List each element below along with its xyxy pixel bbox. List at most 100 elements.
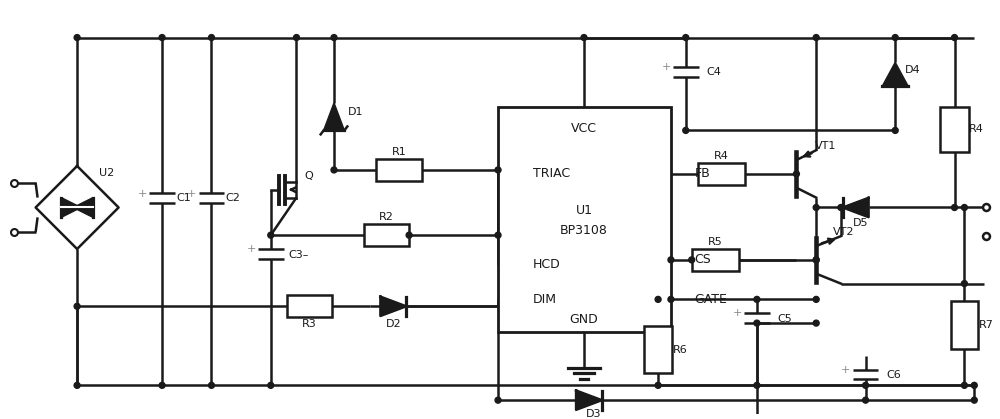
Circle shape <box>952 35 957 41</box>
Text: +: + <box>246 244 256 254</box>
Bar <box>698 163 745 185</box>
Polygon shape <box>36 166 119 249</box>
Circle shape <box>813 296 819 303</box>
Circle shape <box>159 383 165 388</box>
Circle shape <box>74 35 80 41</box>
Circle shape <box>209 35 214 41</box>
Circle shape <box>813 35 819 41</box>
Text: HCD: HCD <box>533 258 560 271</box>
Circle shape <box>754 383 760 388</box>
Polygon shape <box>843 198 869 217</box>
Circle shape <box>406 232 412 238</box>
Bar <box>287 295 332 317</box>
Circle shape <box>961 281 967 287</box>
Polygon shape <box>61 198 81 217</box>
Polygon shape <box>324 103 344 130</box>
Circle shape <box>971 383 977 388</box>
Bar <box>498 107 671 332</box>
Circle shape <box>268 383 274 388</box>
Polygon shape <box>576 391 602 410</box>
Circle shape <box>793 171 799 177</box>
Bar <box>376 159 422 181</box>
Text: U2: U2 <box>99 168 114 178</box>
Circle shape <box>74 303 80 309</box>
Text: R3: R3 <box>302 319 317 329</box>
Circle shape <box>838 204 844 210</box>
Text: +: + <box>841 365 851 375</box>
Text: FB: FB <box>695 168 710 181</box>
Text: +: + <box>732 308 742 318</box>
Text: D2: D2 <box>385 319 401 329</box>
Text: GATE: GATE <box>695 293 728 306</box>
Text: C1: C1 <box>176 193 191 203</box>
Text: TRIAC: TRIAC <box>533 168 570 181</box>
Text: R2: R2 <box>379 212 394 222</box>
Text: Q: Q <box>304 171 313 181</box>
Text: D4: D4 <box>905 65 921 75</box>
Text: D3: D3 <box>586 409 602 419</box>
Bar <box>692 249 739 271</box>
Text: DIM: DIM <box>533 293 557 306</box>
Circle shape <box>655 383 661 388</box>
Circle shape <box>754 296 760 303</box>
Circle shape <box>863 397 869 403</box>
Text: R4: R4 <box>969 124 984 134</box>
Text: C4: C4 <box>706 67 721 77</box>
Circle shape <box>813 257 819 263</box>
Bar <box>644 326 672 373</box>
Bar <box>364 224 409 246</box>
Circle shape <box>952 204 957 210</box>
Circle shape <box>668 257 674 263</box>
Bar <box>940 107 969 152</box>
Circle shape <box>892 127 898 133</box>
Text: R6: R6 <box>672 345 687 355</box>
Text: VCC: VCC <box>571 122 597 135</box>
Circle shape <box>863 383 869 388</box>
Circle shape <box>971 397 977 403</box>
Circle shape <box>495 397 501 403</box>
Circle shape <box>689 257 695 263</box>
Circle shape <box>268 232 274 238</box>
Circle shape <box>581 35 587 41</box>
Circle shape <box>209 383 214 388</box>
Circle shape <box>754 320 760 326</box>
Circle shape <box>813 204 819 210</box>
Circle shape <box>813 257 819 263</box>
Circle shape <box>892 35 898 41</box>
Circle shape <box>293 35 299 41</box>
Text: VT2: VT2 <box>833 227 855 237</box>
Polygon shape <box>73 198 93 217</box>
Text: C5: C5 <box>777 314 792 324</box>
Text: D1: D1 <box>348 107 363 116</box>
Polygon shape <box>380 297 406 316</box>
Circle shape <box>813 320 819 326</box>
Text: C6: C6 <box>886 370 901 380</box>
Text: D5: D5 <box>853 218 868 228</box>
Text: C3–: C3– <box>288 250 309 260</box>
Text: VT1: VT1 <box>815 141 837 151</box>
Text: R5: R5 <box>708 237 723 247</box>
Text: R1: R1 <box>392 147 407 157</box>
Circle shape <box>683 35 689 41</box>
Circle shape <box>668 296 674 303</box>
Text: BP3108: BP3108 <box>560 224 608 237</box>
Text: GND: GND <box>570 313 598 326</box>
Text: +: + <box>138 189 147 199</box>
Circle shape <box>961 383 967 388</box>
Text: +: + <box>187 189 196 199</box>
Circle shape <box>495 232 501 238</box>
Text: R7: R7 <box>979 320 994 330</box>
Circle shape <box>683 127 689 133</box>
Text: U1: U1 <box>575 204 592 217</box>
Circle shape <box>331 35 337 41</box>
Bar <box>951 301 978 349</box>
Text: CS: CS <box>695 253 711 266</box>
Circle shape <box>961 204 967 210</box>
Polygon shape <box>882 62 908 86</box>
Circle shape <box>495 167 501 173</box>
Circle shape <box>655 296 661 303</box>
Text: +: + <box>661 62 671 72</box>
Circle shape <box>74 383 80 388</box>
Circle shape <box>331 167 337 173</box>
Text: C2: C2 <box>226 193 241 203</box>
